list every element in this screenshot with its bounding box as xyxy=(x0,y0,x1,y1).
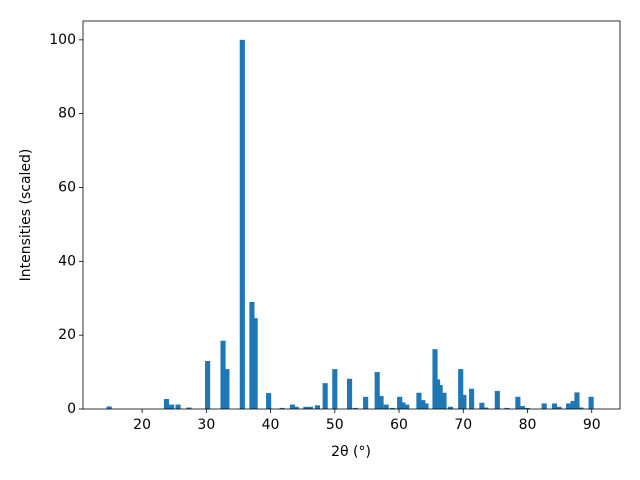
bar xyxy=(314,405,321,409)
bar xyxy=(479,402,485,409)
bar xyxy=(220,340,226,409)
bar xyxy=(347,378,353,409)
bar xyxy=(374,372,380,409)
bar xyxy=(307,406,313,409)
bar xyxy=(566,403,572,409)
bar xyxy=(404,404,410,409)
y-tick-label: 20 xyxy=(58,327,76,343)
bar xyxy=(249,301,255,409)
bar xyxy=(224,369,230,409)
bar xyxy=(383,404,389,409)
x-tick-label: 60 xyxy=(390,417,408,433)
bar xyxy=(205,361,211,409)
bar xyxy=(458,369,464,409)
x-tick-label: 20 xyxy=(133,417,151,433)
y-tick-label: 100 xyxy=(49,32,76,48)
x-tick-label: 40 xyxy=(262,417,280,433)
bar xyxy=(289,404,295,409)
bar xyxy=(515,396,521,409)
bar xyxy=(420,400,426,409)
bar xyxy=(390,407,396,409)
x-tick-label: 30 xyxy=(197,417,215,433)
bar xyxy=(266,393,272,409)
bar xyxy=(524,407,531,409)
bar xyxy=(175,404,181,409)
bar xyxy=(541,403,547,409)
bar xyxy=(363,396,369,409)
bar xyxy=(494,390,500,409)
y-tick-label: 60 xyxy=(58,179,76,195)
bar xyxy=(293,406,299,409)
bar xyxy=(551,403,558,409)
bar xyxy=(504,407,510,409)
bar xyxy=(332,369,338,409)
bar xyxy=(556,406,562,409)
bar xyxy=(279,407,285,409)
bar xyxy=(570,400,576,409)
bar xyxy=(519,406,525,409)
bar xyxy=(186,407,192,409)
bar xyxy=(352,407,358,409)
y-tick-label: 0 xyxy=(67,401,76,417)
bar xyxy=(588,396,594,409)
bar xyxy=(469,388,475,409)
bar xyxy=(400,402,406,409)
x-tick-label: 90 xyxy=(583,417,601,433)
bar xyxy=(322,383,328,409)
x-tick-label: 70 xyxy=(454,417,472,433)
bar xyxy=(447,406,453,409)
bar xyxy=(303,406,309,409)
plot-frame xyxy=(82,20,621,410)
y-axis-label: Intensities (scaled) xyxy=(18,149,34,282)
bar xyxy=(163,399,170,409)
bar xyxy=(239,39,245,409)
bar xyxy=(432,349,438,409)
x-tick-label: 50 xyxy=(326,417,344,433)
bar xyxy=(423,403,429,409)
bar xyxy=(416,392,422,409)
bar xyxy=(578,407,584,409)
bar xyxy=(437,385,443,409)
bar xyxy=(169,404,175,409)
y-tick-label: 80 xyxy=(58,106,76,122)
bar xyxy=(378,396,384,409)
x-tick-label: 80 xyxy=(519,417,537,433)
x-axis-label: 2θ (°) xyxy=(331,444,371,460)
bar xyxy=(461,394,467,409)
bar xyxy=(441,392,447,409)
bar xyxy=(483,407,489,409)
bar xyxy=(106,406,112,409)
bar xyxy=(574,392,580,409)
bar xyxy=(252,318,258,409)
bar xyxy=(397,396,403,409)
y-tick-label: 40 xyxy=(58,253,76,269)
